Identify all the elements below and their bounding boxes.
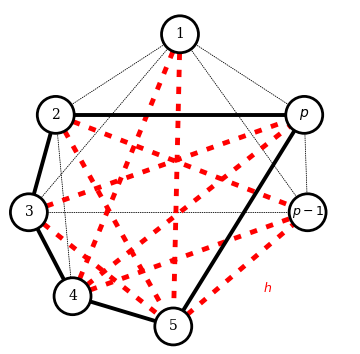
Text: 3: 3 <box>24 205 33 219</box>
Circle shape <box>162 16 198 53</box>
Text: 1: 1 <box>176 27 184 41</box>
Text: $h$: $h$ <box>263 281 272 295</box>
Circle shape <box>10 194 48 231</box>
Text: $p$: $p$ <box>299 107 309 122</box>
Text: 4: 4 <box>68 289 77 303</box>
Circle shape <box>54 278 91 315</box>
Text: 5: 5 <box>169 319 177 333</box>
Text: $p-1$: $p-1$ <box>292 204 324 220</box>
Circle shape <box>37 96 74 133</box>
Text: 2: 2 <box>51 108 60 122</box>
Circle shape <box>286 96 323 133</box>
Circle shape <box>289 194 326 231</box>
Circle shape <box>155 308 192 345</box>
